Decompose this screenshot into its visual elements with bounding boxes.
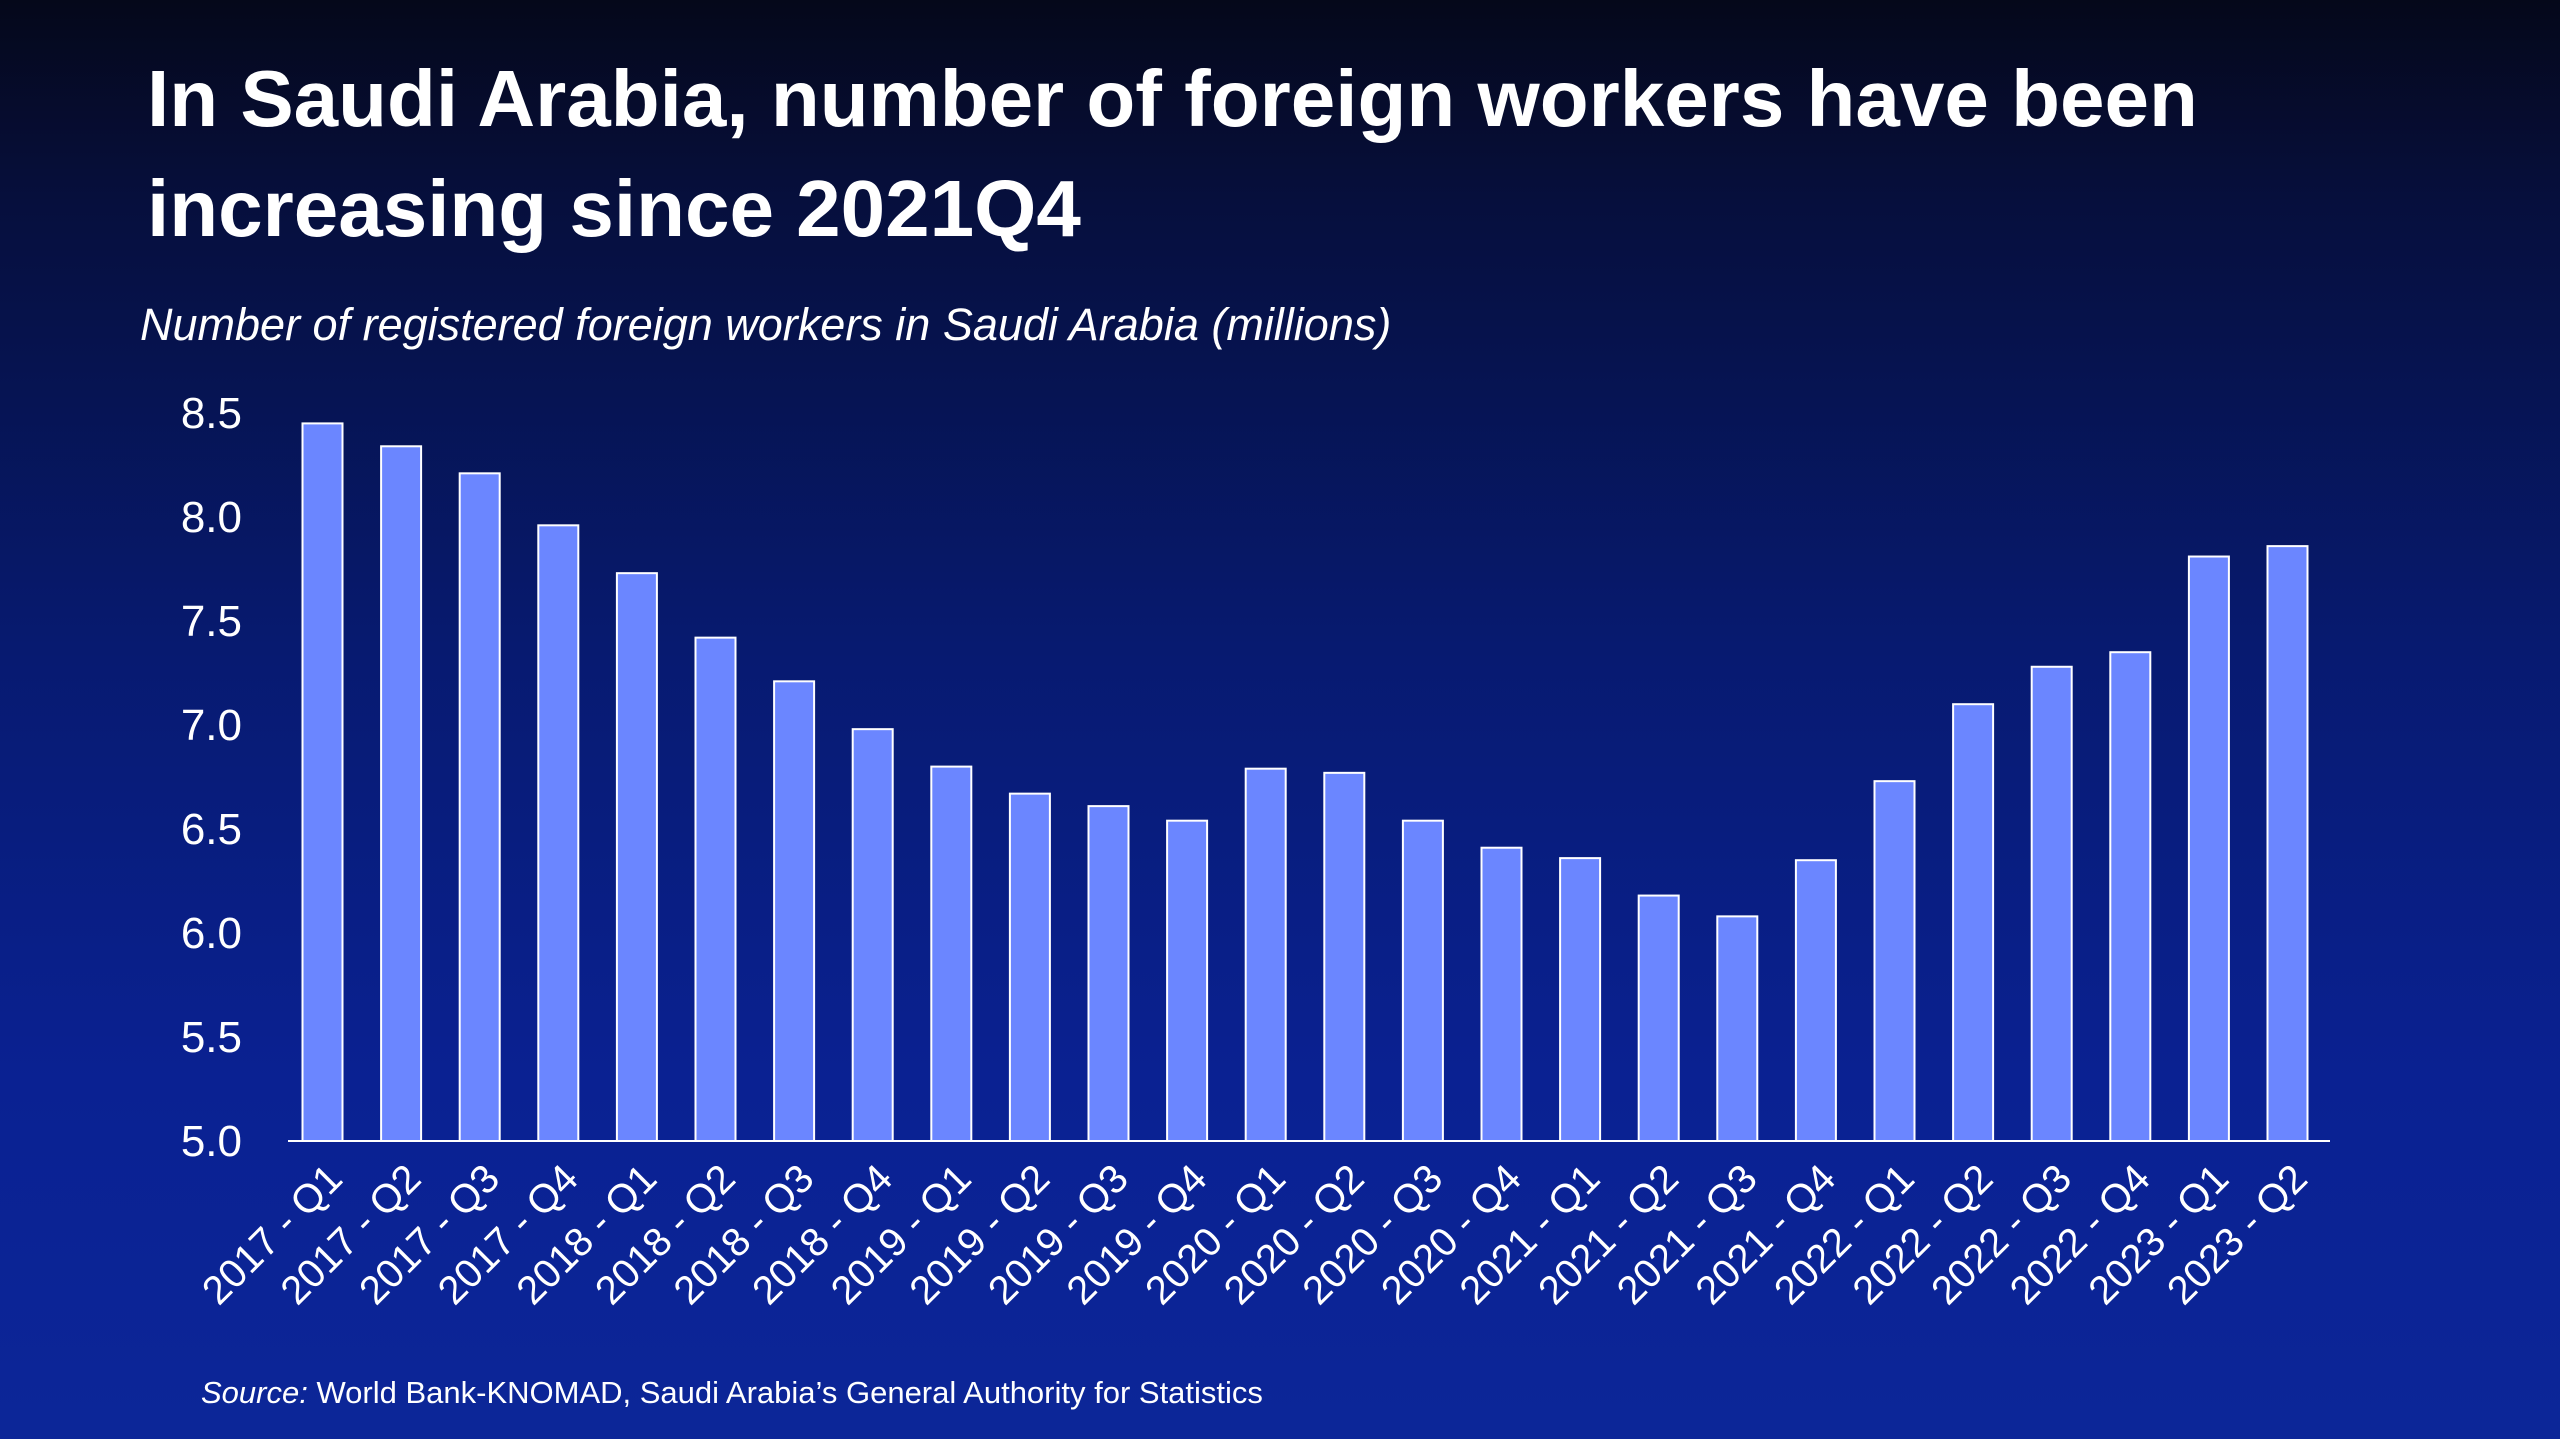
- bar-2018-q4: [851, 728, 894, 1142]
- bar-2020-q4: [1480, 846, 1523, 1142]
- source-prefix: Source:: [201, 1375, 308, 1410]
- y-tick-label: 7.0: [181, 701, 242, 750]
- y-tick-label: 8.5: [181, 389, 242, 438]
- chart-subtitle: Number of registered foreign workers in …: [140, 299, 1392, 350]
- source-text: World Bank-KNOMAD, Saudi Arabia’s Genera…: [307, 1375, 1263, 1410]
- bars-group: [301, 422, 2309, 1143]
- bar-2021-q2: [1637, 894, 1680, 1142]
- bar-2018-q2: [694, 636, 737, 1142]
- chart-title: In Saudi Arabia, number of foreign worke…: [147, 54, 2198, 253]
- bar-2023-q1: [2187, 555, 2230, 1142]
- bar-2023-q2: [2266, 545, 2309, 1142]
- bar-2018-q1: [615, 572, 658, 1142]
- y-axis: 5.0 5.5 6.0 6.5 7.0 7.5 8.0 8.5: [181, 389, 242, 1166]
- y-tick-label: 5.0: [181, 1117, 242, 1166]
- bar-2017-q1: [301, 422, 344, 1142]
- bar-2021-q4: [1794, 859, 1837, 1142]
- bar-2017-q3: [458, 472, 501, 1142]
- y-tick-label: 7.5: [181, 597, 242, 646]
- bar-2022-q2: [1952, 703, 1995, 1142]
- y-tick-label: 6.5: [181, 805, 242, 854]
- bar-2017-q4: [537, 524, 580, 1142]
- bar-2019-q3: [1087, 805, 1130, 1142]
- bar-2018-q3: [773, 680, 816, 1142]
- bar-2020-q3: [1401, 819, 1444, 1142]
- y-tick-label: 8.0: [181, 493, 242, 542]
- bar-2019-q4: [1166, 819, 1209, 1142]
- source-note: Source: World Bank-KNOMAD, Saudi Arabia’…: [201, 1373, 1263, 1413]
- bar-2020-q2: [1323, 771, 1366, 1143]
- bar-2022-q4: [2109, 651, 2152, 1142]
- bar-2021-q1: [1559, 857, 1602, 1142]
- y-tick-label: 5.5: [181, 1013, 242, 1062]
- bar-2019-q1: [930, 765, 973, 1142]
- bar-2022-q3: [2030, 665, 2073, 1142]
- bar-2019-q2: [1008, 792, 1051, 1142]
- bar-2022-q1: [1873, 780, 1916, 1142]
- y-tick-label: 6.0: [181, 909, 242, 958]
- bar-2017-q2: [380, 445, 423, 1142]
- bar-2021-q3: [1716, 915, 1759, 1142]
- bar-2020-q1: [1244, 767, 1287, 1142]
